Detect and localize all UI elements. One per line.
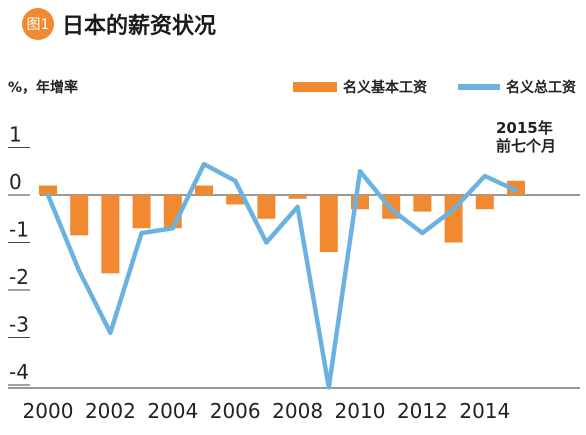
x-tick-label: 2008	[272, 399, 323, 423]
point-2010	[358, 169, 362, 174]
y-tick-label: -4	[9, 360, 29, 384]
annotation-line-1: 2015年	[496, 119, 553, 137]
y-tick-label: -2	[9, 265, 29, 289]
bar-2006	[226, 195, 245, 205]
point-2002	[108, 330, 113, 335]
point-2014	[482, 174, 487, 178]
point-2007	[264, 240, 269, 245]
chart-title: 日本的薪资状况	[62, 14, 217, 39]
point-2013	[451, 207, 456, 212]
legend-label-base-wage: 名义基本工资	[343, 79, 427, 96]
bar-2005	[195, 185, 213, 195]
y-tick-label: -3	[9, 313, 29, 337]
point-2015	[514, 188, 518, 193]
chart-header: 图1 日本的薪资状况	[22, 6, 216, 42]
point-2003	[139, 231, 144, 235]
point-2005	[202, 162, 206, 167]
x-tick-label: 2002	[85, 399, 136, 423]
y-tick-label: 0	[9, 170, 22, 194]
point-2001	[77, 269, 82, 273]
bar-2003	[132, 195, 151, 229]
legend: 名义基本工资 名义总工资	[293, 79, 576, 96]
bar-2002	[101, 195, 120, 274]
point-2012	[420, 231, 425, 235]
legend-swatch-base-wage	[293, 82, 337, 92]
bar-2012	[413, 195, 432, 212]
x-tick-label: 2012	[397, 399, 448, 423]
bar-2008	[288, 195, 307, 199]
annotation-line-2: 前七个月	[496, 137, 556, 155]
point-2000	[46, 193, 50, 197]
total-wage-line	[45, 161, 519, 390]
bar-2001	[70, 195, 89, 236]
y-axis-label: %，年增率	[8, 79, 78, 96]
point-2009	[326, 385, 331, 390]
figure-badge: 图1	[22, 8, 54, 40]
legend-label-total-wage: 名义总工资	[506, 79, 576, 96]
point-2011	[389, 207, 394, 212]
point-2006	[233, 178, 238, 183]
bar-2009	[319, 195, 338, 252]
x-tick-label: 2000	[23, 399, 74, 423]
point-2008	[295, 204, 300, 209]
x-tick-label: 2004	[147, 399, 198, 423]
point-2004	[170, 226, 175, 231]
bar-2007	[257, 195, 276, 219]
y-tick-label: 1	[9, 123, 22, 147]
bar-2014	[475, 195, 494, 210]
x-tick-label: 2014	[459, 399, 510, 423]
y-tick-label: -1	[9, 218, 29, 242]
bar-2000	[39, 185, 57, 195]
x-tick-label: 2010	[335, 399, 386, 423]
x-tick-label: 2006	[210, 399, 261, 423]
